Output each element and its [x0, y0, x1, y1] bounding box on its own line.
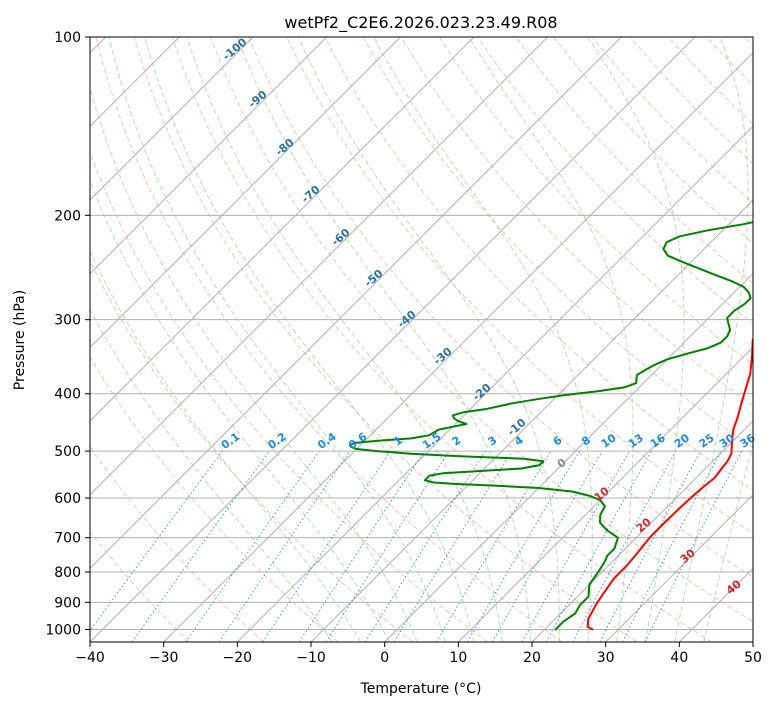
dry-adiabat-line [90, 356, 339, 642]
mixing-ratio-line [521, 450, 630, 642]
y-axis: 100 200 300 400 500 600 700 800 900 1000 [45, 30, 90, 638]
moist-adiabat-line [373, 37, 593, 642]
x-tick-label: 30 [597, 650, 615, 666]
temperature-profile-line [586, 336, 753, 631]
x-axis-label: Temperature (°C) [360, 681, 482, 697]
y-tick-label: 400 [54, 387, 81, 403]
mixing-ratio-line [131, 450, 270, 642]
dry-adiabat-line [95, 37, 563, 642]
x-tick-label: −10 [296, 650, 326, 666]
isotherm-line [90, 37, 622, 570]
y-tick-label: 700 [54, 531, 81, 547]
y-tick-label: 300 [54, 313, 81, 329]
y-tick-label: 200 [54, 208, 81, 224]
y-tick-label: 1000 [45, 622, 81, 638]
moist-adiabat-line [144, 37, 475, 642]
moist-adiabat-line [90, 308, 333, 642]
mixing-ratio-line [90, 450, 223, 632]
isotherm-line [531, 420, 753, 642]
moist-adiabat-line [587, 37, 685, 642]
moist-adiabat-line [108, 37, 447, 642]
mixing-ratio-line [325, 450, 450, 642]
chart-title: wetPf2_C2E6.2026.023.23.49.R08 [284, 13, 557, 33]
x-tick-label: −20 [223, 650, 253, 666]
mixing-ratio-line [644, 450, 743, 642]
isotherm-line [163, 51, 753, 642]
isotherm-line [90, 37, 254, 201]
x-tick-label: 0 [380, 650, 389, 666]
mixing-ratio-line [545, 450, 653, 642]
dry-adiabat-line [515, 37, 753, 284]
x-tick-label: 20 [523, 650, 541, 666]
isotherm-line [310, 199, 753, 642]
isotherm-line [90, 37, 549, 496]
y-tick-label: 500 [54, 444, 81, 460]
x-tick-label: −30 [149, 650, 179, 666]
mixing-ratio-line [393, 450, 513, 642]
y-tick-label: 100 [54, 30, 81, 46]
dry-adiabat-line [90, 150, 488, 642]
mixing-ratio-line [262, 450, 392, 642]
isotherm-line [236, 125, 753, 642]
dry-adiabat-line [171, 37, 712, 642]
dewpoint-profile-line [348, 221, 753, 631]
moist-adiabat-line [674, 37, 749, 642]
x-axis: −40 −30 −20 −10 0 10 20 30 40 50 [75, 642, 762, 666]
plot-frame [89, 36, 754, 643]
mixing-ratio-line [298, 450, 425, 642]
y-tick-label: 600 [54, 491, 81, 507]
series-layer [348, 221, 753, 631]
dry-adiabat-line [90, 445, 264, 642]
background-lines [90, 37, 753, 642]
mixing-ratio-line [185, 450, 320, 642]
dry-adiabat-line [324, 37, 753, 491]
isotherm-line [90, 37, 696, 642]
y-tick-label: 800 [54, 565, 81, 581]
dry-adiabat-line [90, 531, 190, 642]
y-axis-label: Pressure (hPa) [12, 290, 28, 390]
x-tick-label: −40 [75, 650, 105, 666]
isotherm-line [90, 37, 475, 422]
dry-adiabat-line [210, 37, 753, 623]
x-tick-label: 10 [449, 650, 467, 666]
x-tick-label: 50 [744, 650, 762, 666]
dry-adiabat-line [438, 37, 753, 366]
dry-adiabat-line [248, 37, 753, 578]
dry-adiabat-line [400, 37, 753, 407]
moist-adiabat-line [90, 179, 390, 642]
isotherm-line [384, 272, 753, 642]
y-tick-label: 900 [54, 595, 81, 611]
mixing-ratio-line [218, 450, 351, 642]
isotherm-line [457, 346, 753, 642]
x-tick-label: 40 [670, 650, 688, 666]
moist-adiabat-line [703, 441, 753, 642]
moist-adiabat-line [186, 37, 503, 642]
isotherm-line [605, 493, 753, 642]
mixing-ratio-line [572, 450, 677, 642]
dry-adiabat-line [133, 37, 638, 642]
isotherm-line [90, 37, 401, 349]
isotherm-line [90, 37, 328, 275]
